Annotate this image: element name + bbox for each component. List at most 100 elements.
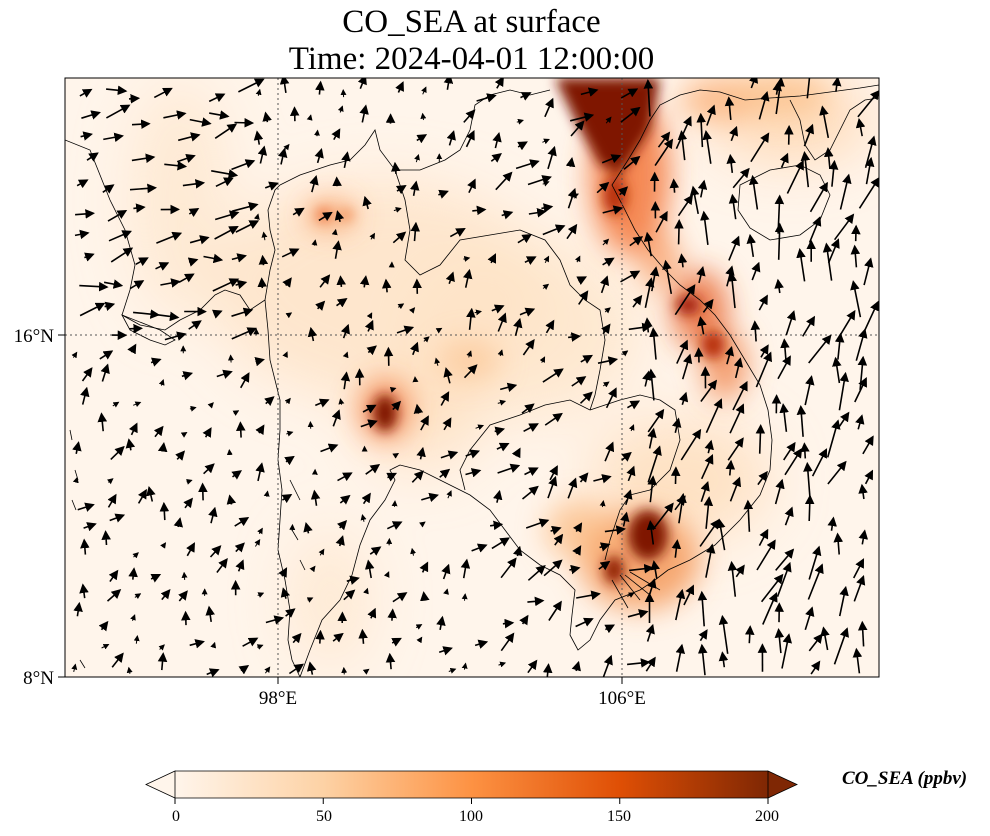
wind-arrow [652,502,674,531]
wind-arrow [281,493,293,504]
wind-arrow [572,522,583,533]
wind-arrow [414,153,420,163]
wind-arrow [627,400,641,410]
wind-arrow [264,181,279,191]
wind-arrow [676,339,689,364]
wind-arrow [476,93,497,103]
wind-arrow [281,248,300,258]
wind-arrow [320,443,339,453]
wind-arrow [523,423,539,433]
wind-arrow [361,492,371,505]
wind-arrow [629,236,644,247]
wind-arrow [497,399,507,406]
wind-arrow [827,516,837,531]
wind-arrow [827,460,847,485]
wind-arrow [131,119,151,129]
wind-arrow [580,87,599,97]
wind-arrow [341,151,351,169]
wind-arrow [674,284,696,316]
wind-arrow [854,377,867,403]
wind-arrow [647,475,657,503]
wind-arrow [543,559,563,577]
wind-arrow [491,304,505,314]
wind-arrow [79,302,106,317]
wind-arrow [863,257,874,286]
wind-arrow [465,449,480,459]
wind-arrow [645,656,656,672]
wind-arrow [332,240,342,259]
wind-arrow [240,372,250,389]
wind-arrow [71,351,78,359]
wind-arrow [381,278,392,293]
wind-arrow [132,552,139,559]
wind-arrow [617,186,629,197]
wind-arrow [338,398,345,405]
wind-arrow [743,499,754,532]
wind-arrow [601,323,611,335]
wind-arrow [214,226,239,240]
wind-arrow [493,489,503,503]
wind-arrow [832,356,842,384]
wind-arrow [542,224,566,236]
wind-arrow [471,543,488,553]
wind-arrow [677,253,688,268]
wind-arrow [574,255,581,263]
wind-arrow [364,319,374,332]
wind-arrow [182,179,206,189]
wind-arrow [129,183,157,194]
wind-arrow [779,403,789,432]
wind-arrow [234,542,245,553]
wind-arrow [796,405,807,437]
wind-arrow [758,294,768,311]
wind-arrow [784,506,794,526]
wind-arrow [420,591,430,602]
wind-arrow [697,179,708,198]
wind-arrow [155,262,170,271]
wind-arrow [284,455,295,466]
wind-arrow [644,277,655,308]
wind-arrow [803,461,813,497]
wind-arrow [346,575,360,585]
wind-arrow [175,450,186,461]
wind-arrow [160,542,167,549]
wind-arrow [598,560,611,571]
wind-arrow [340,371,351,390]
wind-arrow [602,381,610,388]
wind-arrow [774,222,785,260]
wind-arrow [519,614,529,626]
wind-arrow [726,153,736,173]
wind-arrow [392,452,400,459]
wind-arrow [728,193,739,220]
wind-arrow [443,588,449,595]
wind-arrow [178,590,188,602]
wind-arrow [288,663,305,675]
wind-arrow [103,132,124,143]
wind-arrow [838,371,849,411]
wind-arrow [521,485,539,500]
wind-arrow [475,424,485,431]
wind-arrow [112,401,120,408]
wind-arrow [160,278,181,288]
wind-arrow [106,85,128,96]
wind-arrow [729,403,745,434]
wind-arrow [150,357,162,367]
wind-arrow [724,96,735,120]
wind-arrow [524,256,537,265]
wind-arrow [306,661,317,675]
wind-arrow [278,567,288,578]
lat-tick-16n: 16°N [14,326,55,347]
wind-arrow [231,159,256,171]
wind-arrow [189,235,210,245]
wind-arrow [460,558,471,579]
wind-vectors [71,78,879,677]
wind-arrow [735,564,745,578]
wind-arrow [203,463,215,475]
wind-arrow [466,350,473,358]
wind-arrow [724,345,735,365]
axis-ticks [58,334,623,684]
wind-arrow [415,624,423,630]
wind-arrow [542,180,550,187]
wind-arrow [254,356,265,367]
wind-arrow [280,587,291,599]
wind-arrow [728,235,740,261]
